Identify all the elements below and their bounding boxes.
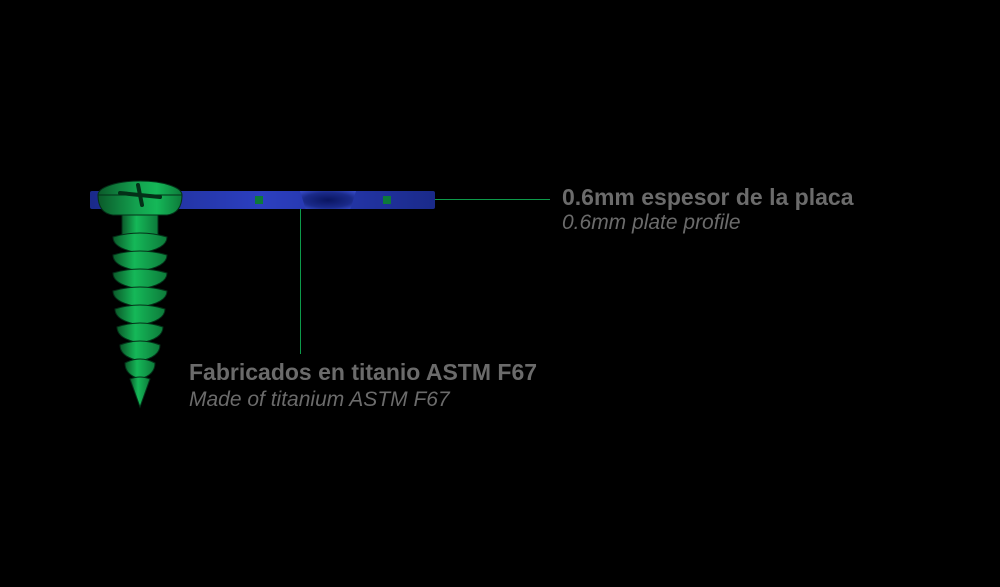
label-material-secondary: Made of titanium ASTM F67: [189, 388, 537, 412]
bone-screw: [95, 175, 185, 415]
label-thickness-secondary: 0.6mm plate profile: [562, 211, 854, 235]
callout-line-material: [300, 209, 301, 354]
plate-hole: [383, 196, 391, 204]
plate-countersink: [300, 191, 356, 209]
diagram-stage: 0.6mm espesor de la placa 0.6mm plate pr…: [0, 0, 1000, 587]
label-material-primary: Fabricados en titanio ASTM F67: [189, 359, 537, 386]
label-material: Fabricados en titanio ASTM F67 Made of t…: [189, 359, 537, 412]
label-thickness-primary: 0.6mm espesor de la placa: [562, 184, 854, 211]
label-thickness: 0.6mm espesor de la placa 0.6mm plate pr…: [562, 184, 854, 235]
callout-line-thickness: [435, 199, 550, 200]
plate-hole: [255, 196, 263, 204]
